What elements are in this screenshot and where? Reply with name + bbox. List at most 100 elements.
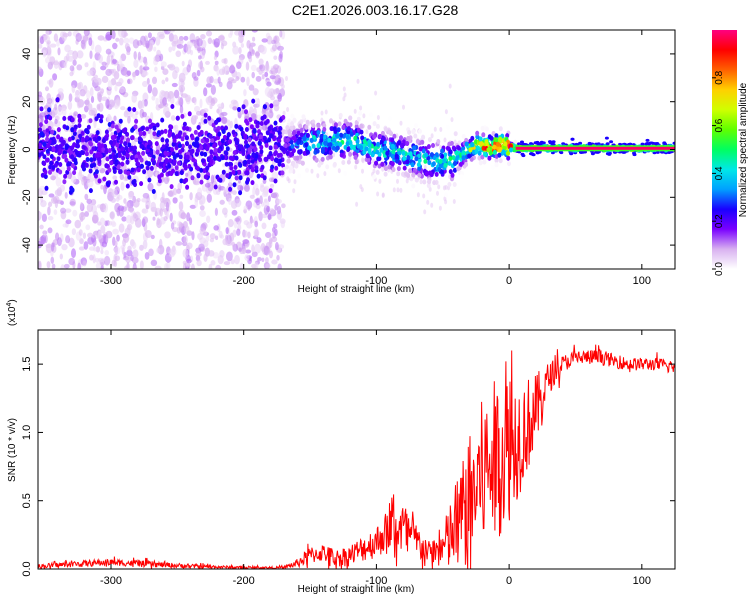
- band-cell: [414, 123, 418, 129]
- noise-cell: [93, 77, 100, 83]
- noise-cell: [452, 199, 456, 204]
- noise-cell: [154, 265, 162, 269]
- band-cell: [45, 128, 50, 134]
- band-cell: [356, 116, 361, 122]
- band-cell: [70, 187, 75, 193]
- noise-cell: [265, 263, 271, 269]
- noise-cell: [438, 205, 442, 211]
- noise-cell: [206, 76, 212, 84]
- band-cell: [233, 165, 238, 170]
- band-cell: [291, 160, 295, 166]
- noise-cell: [119, 57, 123, 67]
- noise-cell: [113, 115, 117, 122]
- band-cell: [259, 149, 264, 155]
- band-cell: [502, 145, 507, 151]
- band-cell: [70, 135, 75, 141]
- noise-cell: [132, 249, 139, 259]
- noise-cell: [132, 39, 140, 49]
- noise-cell: [256, 237, 262, 244]
- band-cell: [104, 129, 109, 135]
- band-cell: [176, 160, 181, 166]
- noise-cell: [271, 259, 278, 265]
- noise-cell: [261, 38, 268, 43]
- band-cell: [139, 163, 144, 169]
- band-cell: [183, 159, 188, 165]
- band-cell: [91, 146, 96, 152]
- noise-cell: [217, 103, 224, 108]
- noise-cell: [272, 99, 280, 107]
- band-cell: [148, 118, 152, 124]
- band-cell: [276, 142, 281, 148]
- band-cell: [397, 140, 402, 146]
- noise-cell: [276, 199, 283, 204]
- noise-cell: [183, 235, 188, 245]
- noise-cell: [247, 231, 251, 239]
- noise-cell: [430, 133, 434, 139]
- band-cell: [416, 162, 421, 168]
- band-cell: [63, 173, 68, 179]
- band-cell: [411, 183, 416, 189]
- noise-cell: [261, 73, 265, 80]
- noise-cell: [208, 250, 215, 257]
- band-cell: [448, 169, 453, 175]
- band-cell: [234, 175, 239, 181]
- band-cell: [343, 170, 348, 176]
- noise-cell: [111, 188, 118, 198]
- band-cell: [56, 134, 61, 140]
- noise-cell: [216, 265, 220, 269]
- noise-cell: [169, 212, 173, 222]
- noise-cell: [126, 223, 133, 231]
- noise-cell: [201, 230, 208, 236]
- band-cell: [73, 124, 78, 130]
- band-cell: [199, 167, 204, 173]
- noise-cell: [203, 108, 209, 113]
- noise-cell: [143, 98, 148, 107]
- noise-cell: [164, 231, 171, 239]
- band-cell: [66, 166, 71, 172]
- noise-cell: [281, 84, 285, 89]
- noise-cell: [76, 98, 82, 109]
- band-cell: [149, 165, 154, 171]
- band-cell: [40, 172, 45, 178]
- band-cell: [168, 158, 173, 164]
- band-cell: [58, 169, 63, 175]
- noise-cell: [214, 207, 218, 217]
- noise-cell: [67, 55, 74, 62]
- band-cell: [438, 159, 443, 164]
- band-cell: [322, 123, 327, 129]
- noise-cell: [181, 60, 185, 67]
- band-cell: [428, 170, 432, 176]
- band-cell: [39, 131, 44, 137]
- band-cell: [126, 170, 131, 176]
- band-cell: [104, 163, 109, 169]
- noise-cell: [184, 94, 192, 103]
- noise-cell: [323, 171, 327, 177]
- band-cell: [498, 158, 503, 164]
- noise-cell: [71, 228, 77, 236]
- noise-cell: [215, 235, 219, 241]
- band-cell: [164, 158, 169, 164]
- band-cell: [320, 148, 325, 154]
- noise-cell: [238, 34, 244, 44]
- band-cell: [396, 171, 401, 177]
- band-cell: [345, 141, 350, 147]
- band-cell: [132, 150, 137, 156]
- band-cell: [189, 166, 194, 172]
- band-cell: [474, 139, 478, 145]
- band-cell: [345, 121, 350, 127]
- band-cell: [183, 165, 188, 171]
- band-cell: [246, 159, 251, 165]
- noise-cell: [84, 211, 90, 217]
- band-cell: [551, 140, 556, 144]
- band-cell: [325, 164, 330, 170]
- noise-cell: [121, 216, 127, 222]
- noise-cell: [222, 207, 228, 215]
- band-cell: [406, 173, 411, 178]
- noise-cell: [209, 233, 216, 240]
- noise-cell: [124, 43, 130, 50]
- band-cell: [274, 157, 278, 163]
- band-cell: [118, 169, 122, 175]
- noise-cell: [112, 58, 117, 65]
- band-cell: [185, 184, 190, 190]
